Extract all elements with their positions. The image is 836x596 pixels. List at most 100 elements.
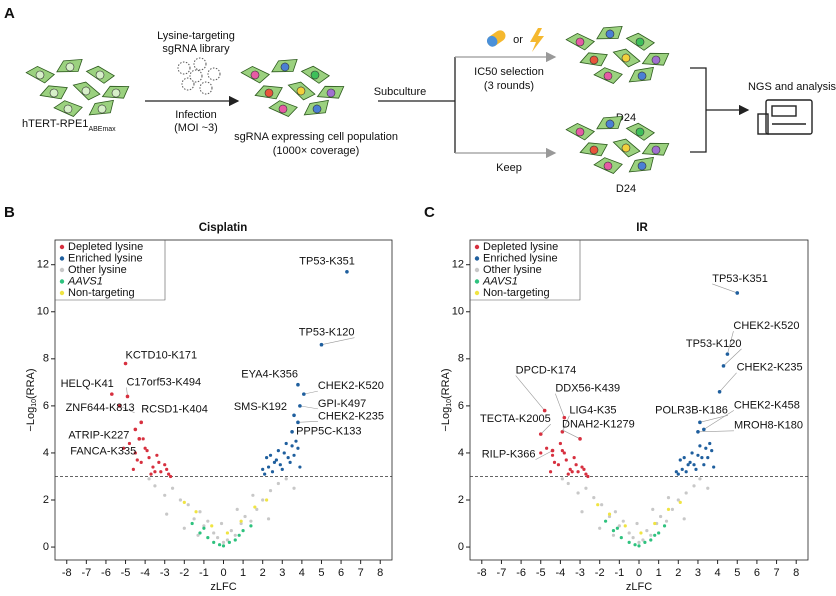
virus-icon	[199, 81, 213, 95]
point	[170, 486, 175, 490]
point	[239, 519, 243, 523]
point	[564, 458, 568, 462]
label: or	[513, 34, 523, 46]
point	[598, 526, 602, 530]
pill-icon	[486, 30, 506, 47]
x-tick-label: 0	[220, 567, 226, 579]
point-label: C17orf53-K494	[126, 376, 201, 388]
point	[568, 467, 572, 472]
nucleus	[589, 145, 599, 155]
point	[710, 448, 714, 453]
point	[623, 524, 627, 528]
labeled-point	[717, 389, 722, 394]
point	[645, 528, 649, 533]
cell	[565, 32, 596, 51]
cell	[625, 122, 656, 141]
point	[253, 505, 257, 509]
point	[149, 472, 153, 476]
label: hTERT-RPE1ABEmax	[22, 118, 116, 133]
legend-label: Other lysine	[68, 264, 127, 276]
leader-line	[119, 405, 135, 414]
leader-line	[561, 429, 581, 440]
point	[266, 465, 271, 469]
label: Keep	[496, 162, 522, 174]
y-axis-label-part: (RRA)	[25, 368, 37, 399]
label: (3 rounds)	[484, 80, 534, 92]
labeled-point	[319, 342, 324, 347]
x-tick-label: 3	[695, 567, 701, 579]
point	[562, 451, 566, 455]
point	[659, 514, 663, 519]
y-tick-label: 12	[452, 259, 464, 271]
cell	[88, 99, 114, 116]
nucleus	[250, 70, 260, 80]
cell	[593, 67, 623, 84]
point	[596, 503, 600, 507]
x-tick-label: -7	[81, 567, 91, 579]
point-label: ZNF644-K813	[66, 402, 135, 414]
point-label: TP53-K351	[299, 256, 355, 268]
point	[225, 531, 230, 535]
point	[580, 465, 584, 469]
point	[235, 507, 239, 512]
panel-label: A	[4, 5, 15, 22]
y-axis-label-part: (RRA)	[440, 368, 452, 399]
cell	[72, 81, 101, 101]
cell	[101, 85, 130, 99]
point	[227, 540, 231, 544]
point	[649, 538, 653, 542]
point	[159, 470, 163, 474]
nucleus	[589, 55, 599, 65]
point-label: LIG4-K35	[569, 405, 616, 417]
legend-marker	[59, 244, 65, 250]
cell	[39, 85, 68, 100]
point	[539, 451, 543, 455]
panel-label: B	[4, 204, 15, 221]
point	[611, 528, 616, 533]
point	[194, 510, 198, 514]
leader-line	[299, 405, 318, 410]
legend-label: AAVS1	[67, 275, 103, 287]
point	[216, 536, 220, 540]
cell	[240, 65, 271, 84]
labeled-point	[542, 408, 547, 413]
point	[233, 538, 237, 542]
point	[560, 448, 564, 453]
x-tick-label: -5	[536, 567, 546, 579]
point	[643, 540, 647, 544]
point	[198, 531, 202, 535]
point	[280, 467, 284, 472]
labeled-point	[345, 269, 349, 274]
leader-line	[303, 390, 318, 395]
point	[545, 446, 549, 450]
point	[572, 456, 576, 460]
point	[664, 519, 669, 523]
legend-marker	[474, 244, 480, 250]
point	[633, 543, 637, 547]
label: sgRNA expressing cell population	[234, 131, 398, 143]
point	[272, 460, 277, 464]
labeled-point	[735, 291, 740, 295]
point	[167, 472, 171, 476]
point	[666, 496, 671, 500]
legend-label: Depleted lysine	[68, 241, 143, 253]
y-tick-label: 8	[458, 353, 464, 365]
point	[704, 446, 708, 450]
point	[198, 510, 202, 514]
x-tick-label: -3	[160, 567, 170, 579]
point	[607, 512, 612, 516]
point	[678, 458, 682, 462]
point	[163, 493, 167, 497]
point	[143, 446, 147, 450]
x-tick-label: 4	[715, 567, 721, 579]
point-label: CHEK2-K235	[318, 410, 384, 422]
point	[233, 533, 237, 537]
point	[276, 481, 280, 486]
point	[282, 451, 286, 455]
point	[566, 481, 570, 486]
x-tick-label: -4	[140, 567, 150, 579]
cell	[579, 52, 608, 67]
point	[550, 453, 555, 457]
cell	[612, 138, 641, 158]
